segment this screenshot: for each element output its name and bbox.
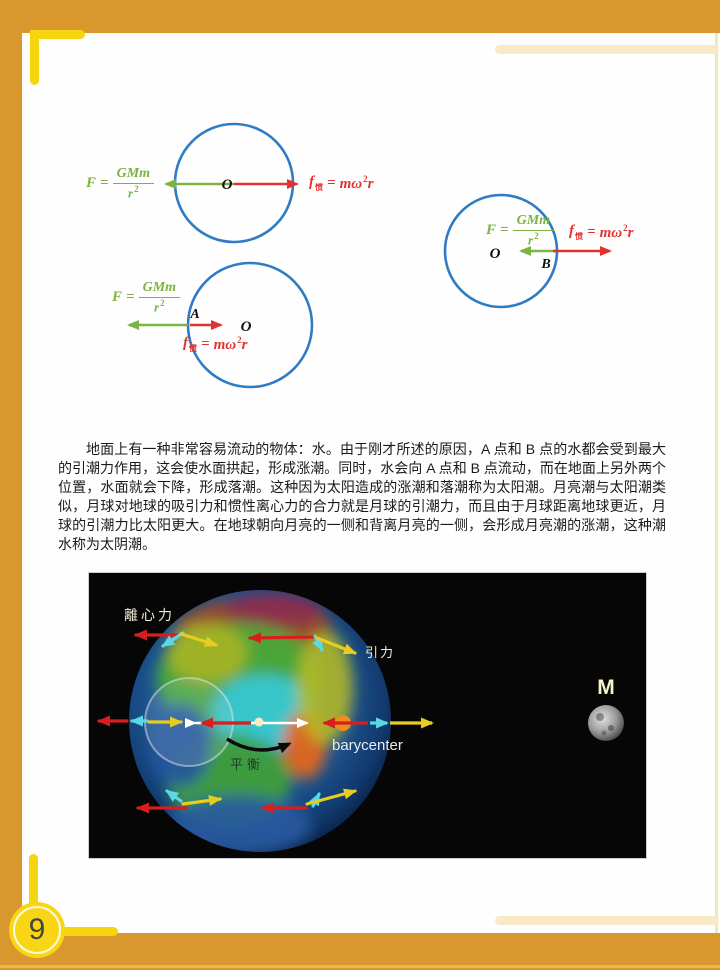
formula-symbol: f惯 — [309, 174, 323, 192]
den-base: r — [528, 232, 534, 248]
page-number-badge: 9 — [9, 902, 65, 958]
centrifugal-force-label: 離心力 — [124, 607, 175, 623]
point-a-label: A — [189, 307, 199, 322]
formula-eq: = — [126, 288, 135, 305]
force-group-top-left — [134, 629, 218, 648]
den-exponent: 2 — [534, 231, 539, 241]
formula-eq: = — [327, 175, 336, 191]
formula-rhs: mω2r — [213, 335, 248, 353]
diagram-point-a: A O — [127, 261, 314, 389]
diagram-point-b: B O — [443, 193, 612, 309]
page-border-top — [0, 0, 720, 33]
formula-eq: = — [100, 174, 109, 191]
gravity-arrow-top-right — [315, 636, 357, 655]
diagram-earth-center: O — [164, 122, 299, 244]
formula-symbol: f惯 — [183, 335, 197, 353]
gravity-arrow-bottom-right — [305, 788, 357, 806]
page-border-left — [0, 0, 22, 970]
formula-eq: = — [201, 336, 210, 352]
page-number-stem — [29, 854, 38, 906]
page-border-bottom — [0, 933, 720, 970]
tidal-force-diagrams: O A O B O — [127, 122, 612, 389]
earth-globe — [129, 590, 391, 852]
formula-lhs: F — [86, 174, 97, 191]
moon-label: M — [597, 676, 615, 699]
gravity-arrow-top-left — [179, 632, 218, 647]
formula-eq: = — [500, 221, 509, 238]
earth-center-dot — [254, 717, 264, 727]
inertia-formula-3: f惯 = mω2r — [569, 224, 633, 241]
fraction-numerator: GMm — [512, 214, 555, 231]
barycenter-label: barycenter — [332, 737, 403, 754]
body-paragraph: 地面上有一种非常容易流动的物体：水。由于刚才所述的原因，A 点和 B 点的水都会… — [58, 441, 666, 552]
net-arrow-top-left — [161, 631, 185, 648]
fraction-denominator: r2 — [154, 298, 165, 315]
top-right-stripe-decoration — [495, 45, 717, 54]
formula-fraction: GMm r2 — [512, 214, 555, 248]
page-border-right-line — [715, 33, 718, 933]
formula-fraction: GMm r2 — [138, 281, 181, 315]
center-axis-group — [185, 715, 434, 754]
gravity-force-label: 引力 — [365, 645, 395, 660]
gravity-arrow-bottom-left — [181, 795, 222, 806]
gravity-formula-3: F = GMm r2 — [486, 214, 555, 248]
den-base: r — [128, 185, 134, 201]
gravity-formula-1: F = GMm r2 — [86, 167, 155, 201]
force-group-bottom-right — [261, 788, 357, 814]
gravity-formula-2: F = GMm r2 — [112, 281, 181, 315]
formula-lhs: F — [486, 221, 497, 238]
fraction-denominator: r2 — [528, 231, 539, 248]
inertia-formula-2: f惯 = mω2r — [183, 336, 247, 353]
formula-rhs: mω2r — [339, 174, 374, 192]
moon — [588, 705, 624, 741]
den-base: r — [154, 299, 160, 315]
force-group-top-right — [248, 632, 357, 655]
formula-fraction: GMm r2 — [112, 167, 155, 201]
formula-eq: = — [587, 224, 596, 240]
point-b-label: B — [540, 257, 550, 272]
force-group-middle-left — [97, 715, 183, 728]
net-arrow-bottom-left — [165, 789, 183, 803]
fraction-denominator: r2 — [128, 184, 139, 201]
formula-rhs: mω2r — [599, 223, 634, 241]
bottom-right-stripe-decoration — [495, 916, 717, 925]
page-number: 9 — [28, 913, 46, 946]
formula-symbol: f惯 — [569, 223, 583, 241]
fraction-numerator: GMm — [112, 167, 155, 184]
corner-bracket-horizontal — [30, 30, 85, 39]
rotation-arrow — [226, 737, 292, 754]
inertia-formula-1: f惯 = mω2r — [309, 175, 373, 192]
balance-label: 平衡 — [230, 757, 264, 772]
formula-lhs: F — [112, 288, 123, 305]
centrifugal-arrow-top-right — [248, 632, 315, 644]
den-exponent: 2 — [134, 184, 139, 194]
tidal-figure-canvas: M — [97, 590, 624, 852]
fraction-numerator: GMm — [138, 281, 181, 298]
force-group-bottom-left — [136, 789, 222, 814]
page-border-bottom-edge — [0, 965, 720, 968]
center-label-3: O — [490, 246, 501, 262]
corner-bracket-vertical — [30, 30, 39, 85]
center-label-1: O — [222, 177, 233, 193]
tidal-figure: M — [88, 572, 647, 859]
page-number-rule — [58, 927, 118, 936]
den-exponent: 2 — [160, 298, 165, 308]
center-label-2: O — [241, 319, 252, 335]
